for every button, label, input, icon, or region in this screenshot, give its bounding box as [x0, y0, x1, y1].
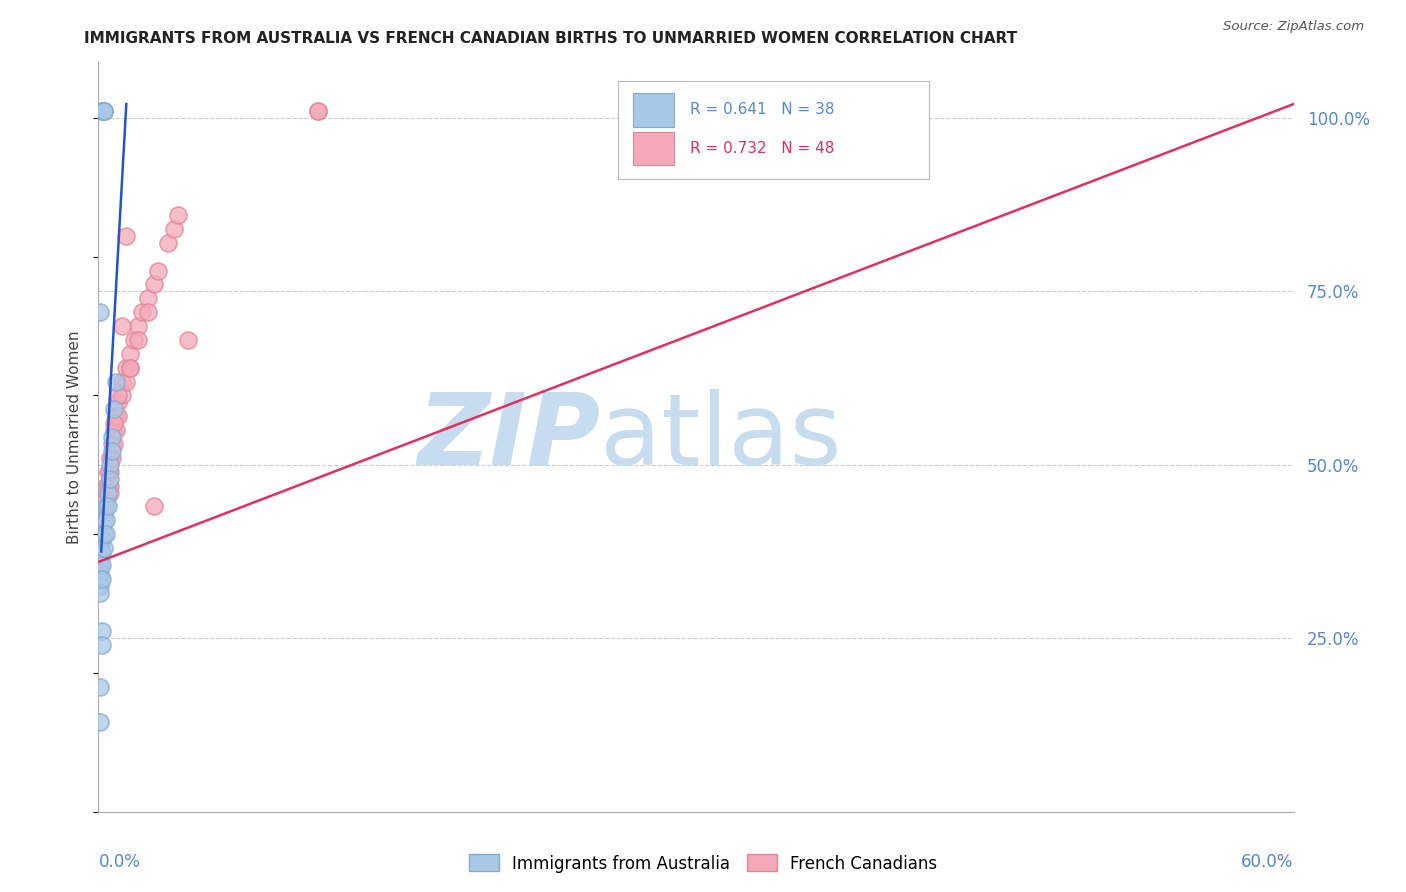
- Point: [89, 538, 111, 552]
- Point: [120, 360, 142, 375]
- Point: [101, 430, 124, 444]
- Point: [120, 347, 142, 361]
- Point: [89, 305, 111, 319]
- Text: IMMIGRANTS FROM AUSTRALIA VS FRENCH CANADIAN BIRTHS TO UNMARRIED WOMEN CORRELATI: IMMIGRANTS FROM AUSTRALIA VS FRENCH CANA…: [84, 31, 1018, 46]
- Point: [97, 478, 120, 492]
- Point: [105, 409, 128, 424]
- Point: [120, 360, 142, 375]
- Point: [127, 319, 149, 334]
- Point: [163, 222, 186, 236]
- Text: R = 0.732   N = 48: R = 0.732 N = 48: [690, 141, 834, 156]
- Point: [127, 333, 149, 347]
- Point: [93, 513, 115, 527]
- FancyBboxPatch shape: [633, 93, 675, 127]
- Point: [115, 375, 138, 389]
- Text: Source: ZipAtlas.com: Source: ZipAtlas.com: [1223, 20, 1364, 33]
- Point: [105, 375, 128, 389]
- Point: [93, 103, 115, 118]
- FancyBboxPatch shape: [619, 81, 929, 178]
- Text: atlas: atlas: [600, 389, 842, 485]
- Point: [101, 444, 124, 458]
- Point: [177, 333, 200, 347]
- Point: [143, 500, 166, 514]
- Point: [105, 423, 128, 437]
- Point: [93, 492, 115, 507]
- Point: [115, 228, 138, 243]
- Point: [96, 500, 118, 514]
- Point: [89, 551, 111, 566]
- Text: 60.0%: 60.0%: [1241, 853, 1294, 871]
- Text: R = 0.641   N = 38: R = 0.641 N = 38: [690, 103, 835, 117]
- Point: [93, 103, 115, 118]
- Point: [107, 409, 129, 424]
- Point: [111, 375, 134, 389]
- Point: [865, 103, 887, 118]
- Point: [89, 579, 111, 593]
- Point: [89, 551, 111, 566]
- Point: [98, 478, 122, 492]
- Point: [93, 507, 115, 521]
- FancyBboxPatch shape: [633, 132, 675, 165]
- Point: [91, 572, 114, 586]
- Point: [89, 538, 111, 552]
- Point: [96, 492, 118, 507]
- Point: [91, 558, 114, 573]
- Point: [91, 638, 114, 652]
- Point: [98, 465, 122, 479]
- Point: [93, 541, 115, 555]
- Point: [103, 402, 125, 417]
- Legend: Immigrants from Australia, French Canadians: Immigrants from Australia, French Canadi…: [463, 847, 943, 880]
- Point: [89, 544, 111, 558]
- Point: [111, 319, 134, 334]
- Point: [89, 572, 111, 586]
- Point: [103, 423, 125, 437]
- Point: [101, 437, 124, 451]
- Y-axis label: Births to Unmarried Women: Births to Unmarried Women: [67, 330, 83, 544]
- Point: [89, 586, 111, 600]
- Point: [115, 360, 138, 375]
- Text: 0.0%: 0.0%: [98, 853, 141, 871]
- Point: [91, 531, 114, 545]
- Point: [307, 103, 329, 118]
- Point: [157, 235, 180, 250]
- Point: [136, 291, 159, 305]
- Point: [307, 103, 329, 118]
- Point: [97, 485, 120, 500]
- Point: [96, 513, 118, 527]
- Point: [93, 103, 115, 118]
- Point: [101, 450, 124, 465]
- Point: [96, 478, 118, 492]
- Point: [107, 388, 129, 402]
- Point: [98, 450, 122, 465]
- Point: [103, 437, 125, 451]
- Point: [89, 680, 111, 694]
- Point: [875, 103, 897, 118]
- Point: [111, 388, 134, 402]
- Point: [98, 458, 122, 472]
- Point: [91, 544, 114, 558]
- Point: [96, 527, 118, 541]
- Point: [89, 558, 111, 573]
- Point: [103, 416, 125, 430]
- Point: [89, 714, 111, 729]
- Point: [98, 485, 122, 500]
- Point: [148, 263, 170, 277]
- Point: [124, 333, 146, 347]
- Point: [91, 624, 114, 639]
- Text: ZIP: ZIP: [418, 389, 600, 485]
- Point: [136, 305, 159, 319]
- Point: [89, 566, 111, 580]
- Point: [97, 465, 120, 479]
- Point: [91, 103, 114, 118]
- Point: [97, 500, 120, 514]
- Point: [131, 305, 153, 319]
- Point: [91, 103, 114, 118]
- Point: [93, 527, 115, 541]
- Point: [167, 208, 190, 222]
- Point: [143, 277, 166, 292]
- Point: [98, 472, 122, 486]
- Point: [107, 395, 129, 409]
